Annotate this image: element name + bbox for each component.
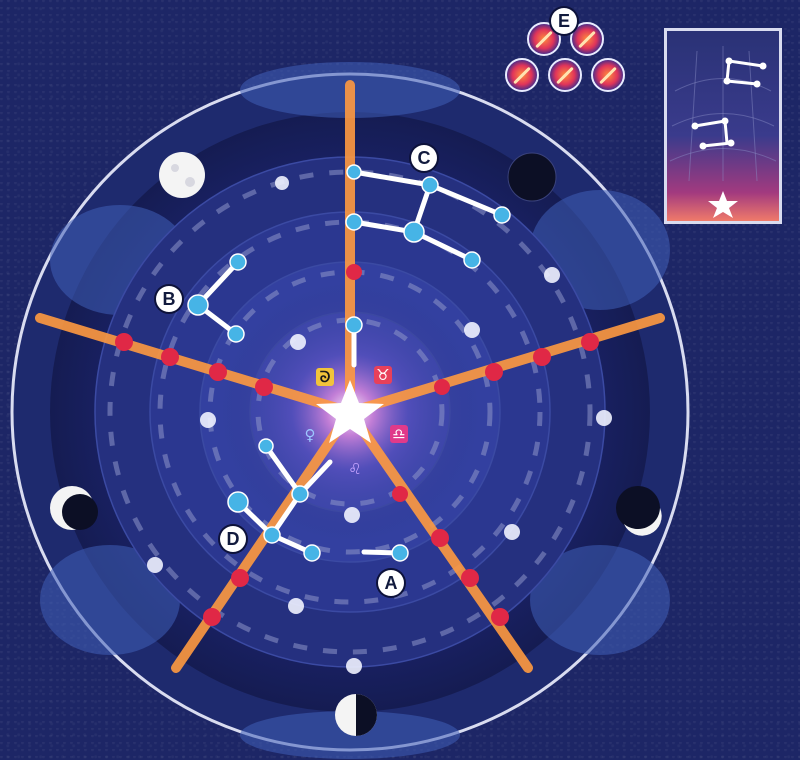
card-star-icons	[691, 57, 767, 150]
constellation-card	[664, 28, 782, 224]
symbol-1: ᘐ	[320, 368, 331, 386]
moon-crescent-right-icon	[616, 486, 662, 536]
clouds	[40, 62, 670, 759]
moon-full-icon	[159, 152, 205, 198]
symbol-4: ♎	[392, 425, 405, 443]
symbol-3: ♀	[305, 426, 316, 444]
card-art	[669, 46, 777, 218]
symbol-5: ♌	[348, 460, 361, 478]
label-d: D	[220, 526, 246, 552]
constellation-stars	[187, 164, 511, 562]
beam-nodes	[115, 264, 599, 626]
moon-new-icon	[507, 152, 557, 202]
token-2	[570, 22, 604, 56]
label-e: E	[551, 8, 577, 34]
moon-half-icon	[335, 694, 377, 736]
light-beams	[35, 80, 665, 673]
label-b: B	[156, 286, 182, 312]
ring-nodes	[147, 176, 612, 674]
card-sun-star-icon	[708, 191, 738, 218]
token-3	[505, 58, 539, 92]
star-icon	[316, 380, 384, 443]
symbol-2: ♉	[376, 366, 389, 384]
moon-crescent-left-icon	[50, 486, 98, 530]
token-5	[591, 58, 625, 92]
token-4	[548, 58, 582, 92]
label-a: A	[378, 570, 404, 596]
label-c: C	[411, 145, 437, 171]
